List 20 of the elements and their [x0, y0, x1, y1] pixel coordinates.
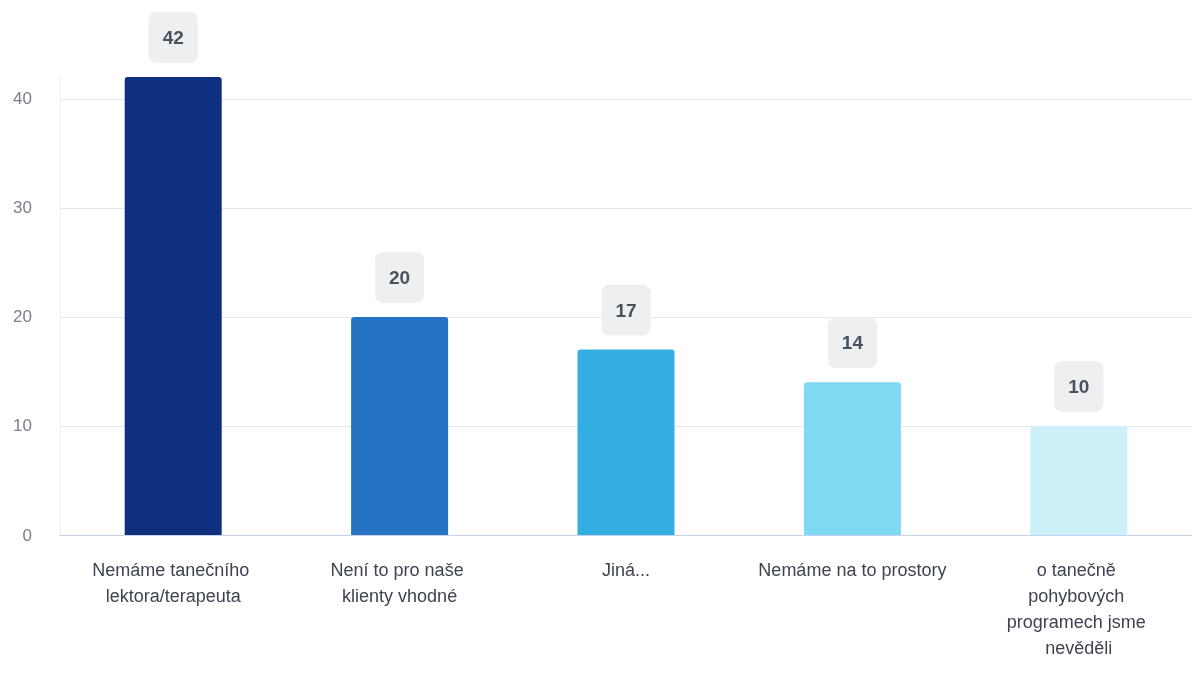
y-tick-label: 10 — [13, 416, 32, 436]
y-tick-label: 0 — [22, 525, 32, 545]
x-tick-label: Není to pro naše klienty vhodné — [330, 560, 469, 606]
bar — [351, 316, 449, 535]
bar — [1030, 425, 1128, 535]
y-tick-label: 40 — [13, 89, 32, 109]
x-tick-label: Nemáme na to prostory — [758, 560, 947, 580]
bar — [577, 349, 675, 535]
x-tick-label: Jiná... — [601, 560, 651, 580]
y-tick-label: 20 — [13, 307, 32, 327]
bar — [124, 77, 222, 535]
data-label: 10 — [1068, 375, 1090, 397]
data-label: 14 — [841, 332, 864, 354]
data-label: 20 — [389, 266, 411, 288]
data-label: 42 — [162, 27, 184, 48]
y-tick-label: 30 — [13, 198, 32, 218]
x-tick-label: Nemáme tanečního lektora/terapeuta — [92, 560, 255, 606]
bar — [803, 382, 901, 535]
x-tick-label: o tanečně pohybových programech jsme nevěděli — [1006, 560, 1151, 658]
data-label: 17 — [615, 299, 637, 321]
